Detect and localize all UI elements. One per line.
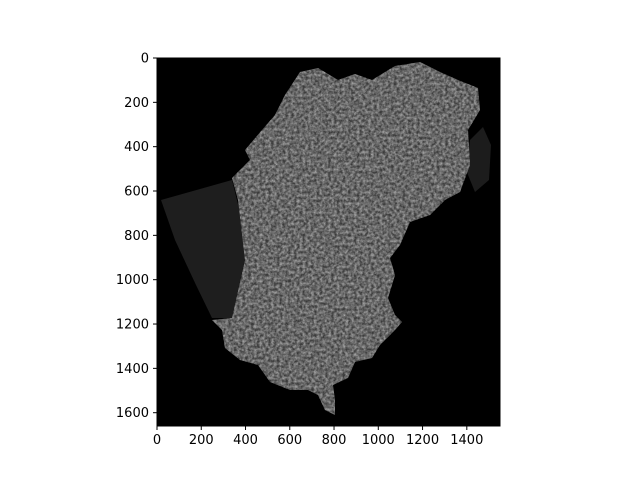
x-tick-label: 200 bbox=[189, 433, 214, 448]
satellite-image bbox=[157, 58, 500, 426]
x-tick-label: 1000 bbox=[362, 433, 395, 448]
y-tick-label: 1600 bbox=[116, 406, 149, 421]
x-tick-label: 600 bbox=[277, 433, 302, 448]
x-axis: 0 200 400 600 800 1000 1200 1400 bbox=[153, 426, 483, 448]
y-tick-label: 1400 bbox=[116, 362, 149, 377]
x-tick-label: 400 bbox=[233, 433, 258, 448]
land-specks bbox=[212, 62, 480, 415]
x-tick-label: 1400 bbox=[450, 433, 483, 448]
y-tick-label: 200 bbox=[124, 96, 149, 111]
right-edge-region bbox=[466, 127, 491, 192]
y-tick-label: 1000 bbox=[116, 273, 149, 288]
y-axis: 0 200 400 600 800 1000 1200 1400 1600 bbox=[116, 52, 157, 421]
y-tick-label: 600 bbox=[124, 185, 149, 200]
sea-region bbox=[161, 180, 248, 318]
axes-frame bbox=[156, 57, 501, 427]
y-tick-label: 800 bbox=[124, 229, 149, 244]
y-tick-label: 1200 bbox=[116, 318, 149, 333]
x-tick-label: 0 bbox=[153, 433, 161, 448]
y-tick-label: 0 bbox=[141, 52, 149, 67]
x-tick-label: 800 bbox=[322, 433, 347, 448]
y-tick-label: 400 bbox=[124, 140, 149, 155]
x-tick-label: 1200 bbox=[406, 433, 439, 448]
